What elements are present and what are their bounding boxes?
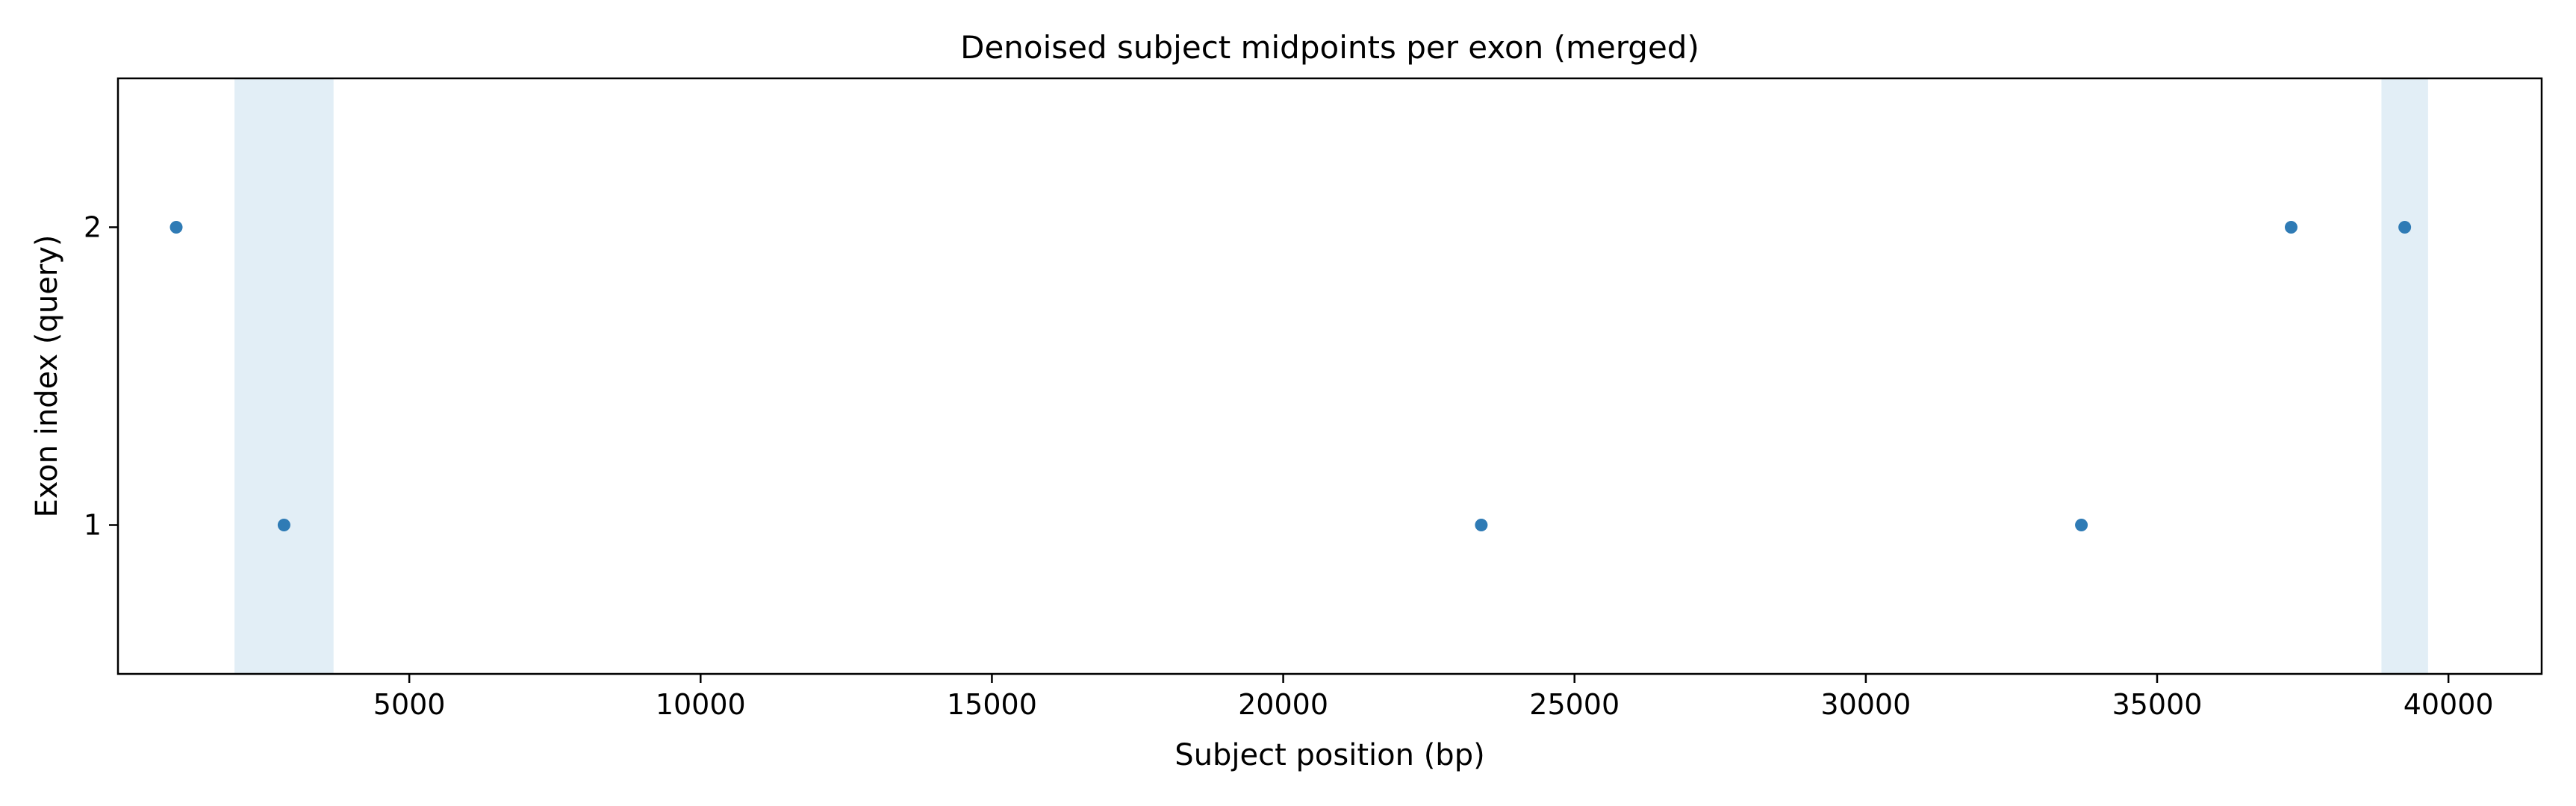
x-tick-label: 30000 bbox=[1820, 688, 1911, 721]
x-tick-label: 15000 bbox=[947, 688, 1037, 721]
x-axis-ticks: 5000 10000 15000 20000 25000 30000 35000 40000 bbox=[373, 674, 2494, 721]
y-axis-label: Exon index (query) bbox=[30, 234, 64, 517]
plot-frame bbox=[116, 77, 2543, 675]
y-tick-label: 2 bbox=[84, 211, 102, 244]
x-tick-label: 25000 bbox=[1529, 688, 1620, 721]
y-tick-label: 1 bbox=[84, 509, 102, 542]
x-tick-label: 35000 bbox=[2112, 688, 2203, 721]
data-point-6 bbox=[2398, 221, 2412, 234]
data-points bbox=[169, 221, 2412, 531]
x-tick-label: 20000 bbox=[1238, 688, 1328, 721]
data-point-5 bbox=[2284, 221, 2297, 234]
shaded-region-2 bbox=[2381, 78, 2428, 674]
x-tick-label: 10000 bbox=[656, 688, 746, 721]
x-axis-label: Subject position (bp) bbox=[1175, 738, 1484, 772]
x-tick-label: 5000 bbox=[373, 688, 446, 721]
chart-title: Denoised subject midpoints per exon (mer… bbox=[960, 29, 1699, 66]
shaded-region-1 bbox=[234, 78, 334, 674]
shaded-regions bbox=[234, 78, 2428, 674]
data-point-2 bbox=[277, 519, 290, 531]
data-point-1 bbox=[169, 221, 183, 234]
data-point-4 bbox=[2075, 519, 2088, 531]
x-tick-label: 40000 bbox=[2404, 688, 2494, 721]
data-point-3 bbox=[1475, 519, 1488, 531]
y-axis-ticks: 12 bbox=[84, 211, 118, 542]
